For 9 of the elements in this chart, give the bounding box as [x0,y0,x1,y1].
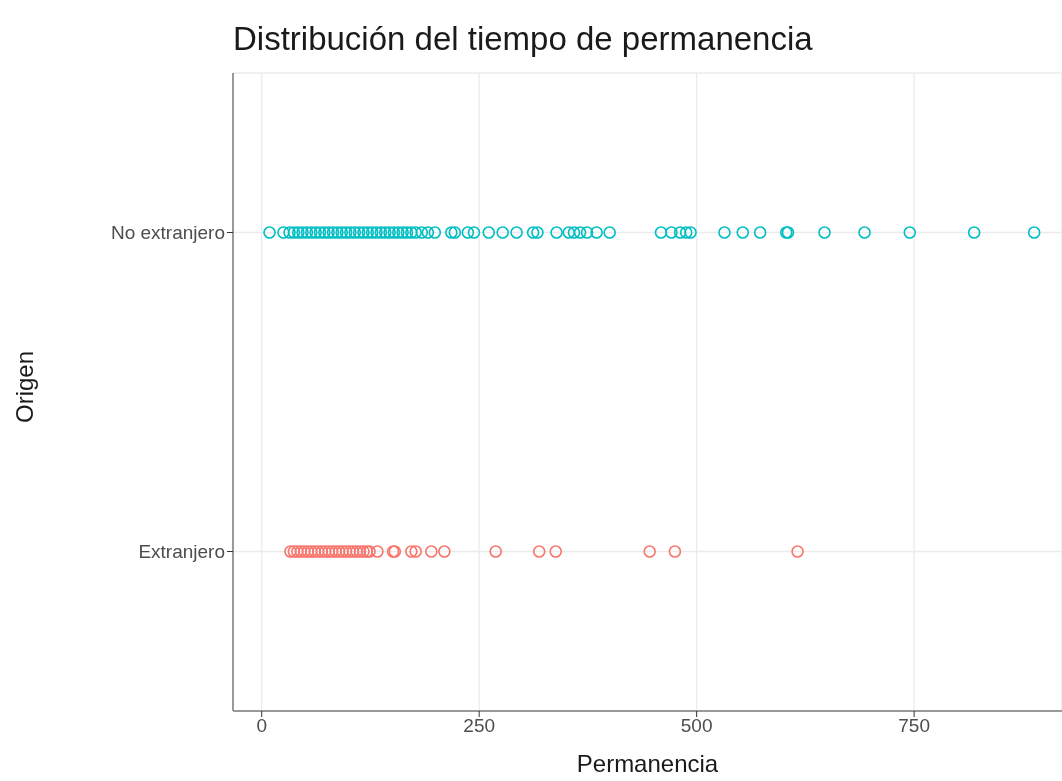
chart-title: Distribución del tiempo de permanencia [233,20,813,58]
y-tick-label: Extranjero [138,541,225,563]
x-tick-label: 0 [256,715,267,737]
x-axis-title: Permanencia [575,750,720,778]
y-axis-title: Origen [11,350,39,426]
y-tick-label: No extranjero [110,222,225,244]
x-tick-label: 750 [898,715,930,737]
x-tick-label: 500 [680,715,713,737]
x-tick-label: 250 [463,715,496,737]
